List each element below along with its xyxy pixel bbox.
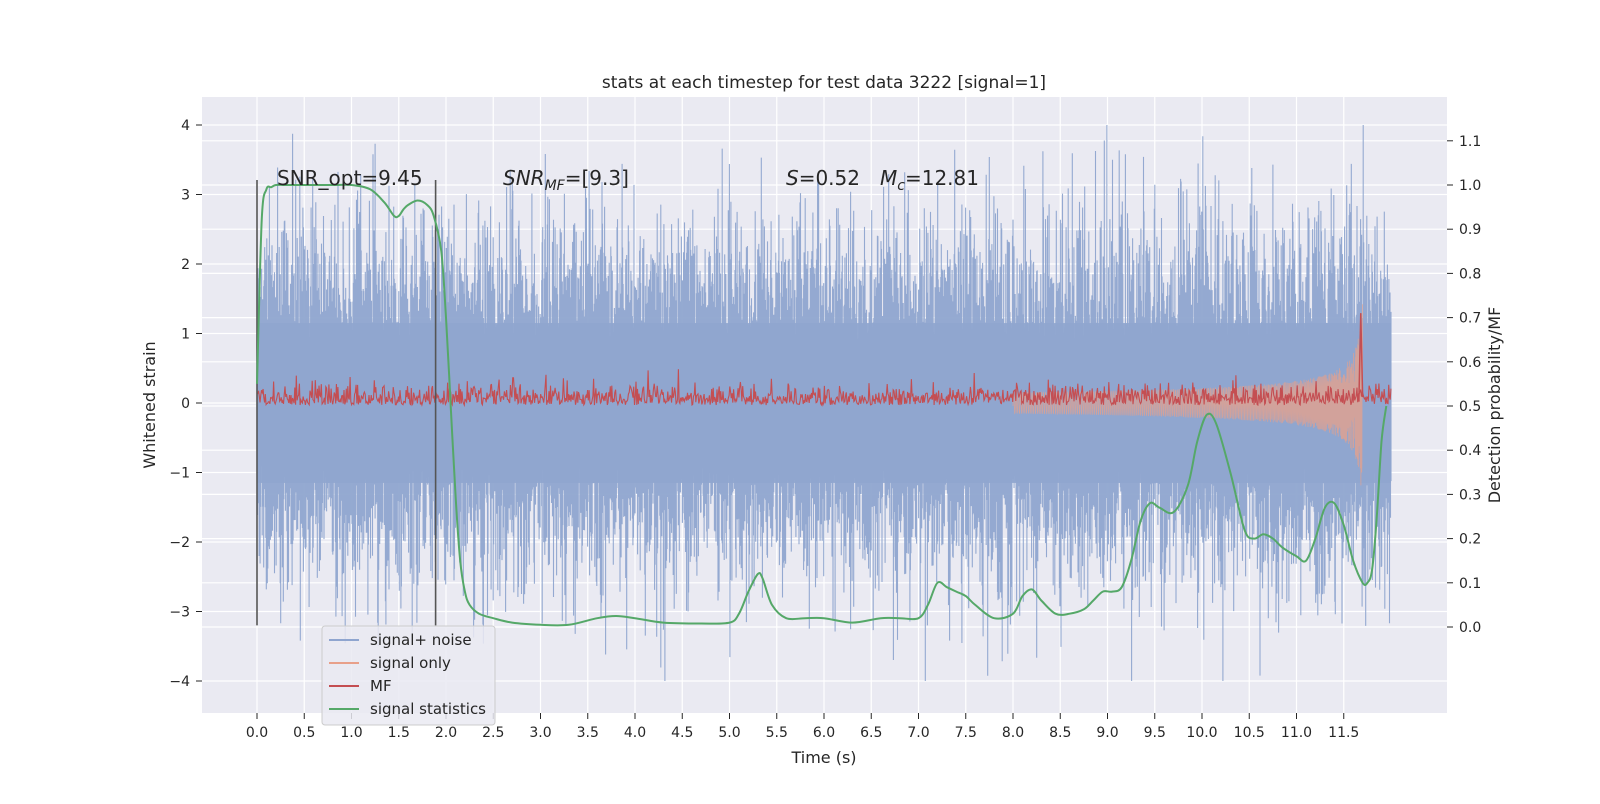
annotation-s-symbol: S	[786, 166, 799, 190]
x-tick-label: 5.5	[766, 725, 788, 741]
y2-tick-label: 0.2	[1459, 532, 1481, 548]
x-tick-label: 9.5	[1144, 725, 1166, 741]
x-tick-label: 4.0	[624, 725, 646, 741]
signal-statistics-series	[256, 183, 1388, 627]
x-tick-label: 3.5	[577, 725, 599, 741]
x-tick-label: 11.5	[1328, 725, 1359, 741]
y2-tick-label: 0.7	[1459, 311, 1481, 327]
y-tick-label: 4	[181, 118, 190, 134]
annotation-mc-value: =12.81	[905, 166, 979, 190]
y2-tick-label: 1.1	[1459, 134, 1481, 150]
signal-statistics-line	[256, 183, 1388, 627]
y-tick-label: −2	[169, 535, 190, 551]
annotation-mc-subscript: c	[897, 178, 905, 194]
x-tick-label: 10.5	[1234, 725, 1265, 741]
y-tick-label: −3	[169, 605, 190, 621]
x-tick-label: 9.0	[1096, 725, 1118, 741]
mf-spike	[1358, 313, 1364, 402]
y2-tick-label: 0.9	[1459, 222, 1481, 238]
mf-line	[256, 369, 1392, 408]
x-tick-label: 1.0	[340, 725, 362, 741]
x-axis-label: Time (s)	[790, 748, 856, 767]
y-tick-label: −4	[169, 674, 190, 690]
x-tick-label: 4.5	[671, 725, 693, 741]
legend-label-mf: MF	[370, 677, 392, 695]
x-tick-label: 6.0	[813, 725, 835, 741]
x-tick-label: 8.5	[1049, 725, 1071, 741]
annotation-snr-mf: SNRMF=[9.3]	[503, 166, 629, 194]
annotation-mc-symbol: M	[880, 166, 897, 190]
x-tick-label: 8.0	[1002, 725, 1024, 741]
x-tick-label: 1.5	[388, 725, 410, 741]
x-tick-label: 7.5	[955, 725, 977, 741]
x-tick-label: 5.0	[718, 725, 740, 741]
y2-tick-label: 0.0	[1459, 620, 1481, 636]
legend-label-signal-only: signal only	[370, 654, 451, 672]
x-tick-label: 6.5	[860, 725, 882, 741]
signal-only-line	[1012, 304, 1363, 486]
annotation-s-value: =0.52	[799, 166, 860, 190]
axes-layer: 0.0 0.5 1.0 1.5 2.0 2.5 3.0 3.5 4.0 4.5 5.0 5.5 6.0 6…	[169, 118, 1481, 741]
x-tick-label: 0.0	[246, 725, 268, 741]
signal-only-series	[1012, 304, 1363, 486]
y-tick-label: 0	[181, 396, 190, 412]
x-tick-label: 0.5	[293, 725, 315, 741]
x-tick-label: 2.0	[435, 725, 457, 741]
annotation-snr-mf-symbol: SNR	[503, 166, 545, 190]
annotation-mc: Mc=12.81	[880, 166, 979, 194]
y-axis-label: Whitened strain	[140, 341, 159, 468]
y2-tick-label: 0.5	[1459, 399, 1481, 415]
annotation-snr-opt: SNR_opt=9.45	[277, 166, 423, 190]
y2-axis-label: Detection probability/MF	[1485, 307, 1504, 504]
y-tick-label: 1	[181, 327, 190, 343]
legend-label-signal-statistics: signal statistics	[370, 700, 486, 718]
y2-tick-label: 0.6	[1459, 355, 1481, 371]
y2-tick-label: 0.4	[1459, 443, 1481, 459]
x-tick-label: 10.0	[1186, 725, 1217, 741]
x-tick-label: 7.0	[907, 725, 929, 741]
y-tick-label: −1	[169, 466, 190, 482]
mf-series	[256, 313, 1392, 408]
chart-title: stats at each timestep for test data 322…	[602, 73, 1046, 93]
annotation-snr-mf-value: =[9.3]	[565, 166, 629, 190]
legend-label-signal-noise: signal+ noise	[370, 631, 472, 649]
y-tick-label: 3	[181, 188, 190, 204]
x-tick-label: 3.0	[529, 725, 551, 741]
y2-tick-label: 0.3	[1459, 487, 1481, 503]
marker-lines	[256, 180, 437, 626]
x-tick-label: 11.0	[1281, 725, 1312, 741]
legend: signal+ noise signal only MF signal stat…	[321, 625, 496, 726]
annotation-snr-mf-subscript: MF	[545, 178, 566, 194]
y2-tick-label: 0.1	[1459, 576, 1481, 592]
annotation-s: S=0.52	[786, 166, 860, 190]
x-tick-label: 2.5	[482, 725, 504, 741]
y-tick-label: 2	[181, 257, 190, 273]
y2-tick-label: 1.0	[1459, 178, 1481, 194]
legend-box	[321, 625, 496, 726]
y2-tick-label: 0.8	[1459, 266, 1481, 282]
